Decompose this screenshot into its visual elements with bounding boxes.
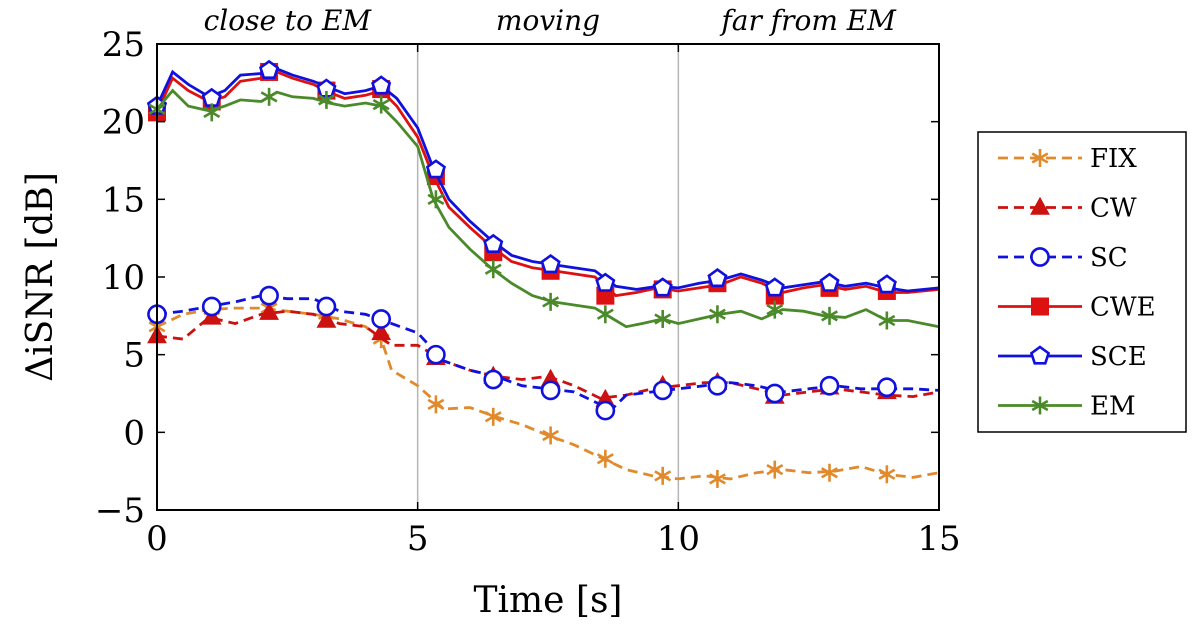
data-point-marker <box>540 253 561 274</box>
data-point-marker <box>876 274 897 294</box>
data-point-marker <box>654 309 672 328</box>
y-tick-label: 20 <box>102 103 145 143</box>
y-tick-label: 5 <box>123 336 145 376</box>
legend-item-em: EM <box>998 392 1136 422</box>
legend-label: EM <box>1090 392 1136 422</box>
data-point-marker <box>708 305 726 324</box>
data-point-marker <box>764 277 785 297</box>
legend: FIX CW SC CWE SCE EM <box>977 131 1187 433</box>
data-point-marker <box>596 305 614 324</box>
x-tick-label: 10 <box>657 519 700 559</box>
region-label: close to EM <box>204 4 373 37</box>
data-point-marker <box>707 375 728 396</box>
data-point-marker <box>708 469 726 488</box>
data-point-marker <box>764 383 785 404</box>
legend-item-sce: SCE <box>998 342 1147 372</box>
y-tick-label: 15 <box>102 180 145 220</box>
data-point-marker <box>371 75 392 95</box>
legend-label: CWE <box>1090 293 1156 323</box>
region-label: far from EM <box>719 4 897 37</box>
legend-item-cw: CW <box>998 194 1137 224</box>
data-point-marker <box>483 369 504 390</box>
data-point-marker <box>596 449 614 468</box>
data-point-marker <box>878 311 896 330</box>
data-point-marker <box>877 377 897 398</box>
data-point-marker <box>821 306 838 325</box>
y-tick-label: 0 <box>123 413 145 453</box>
legend-item-cwe: CWE <box>998 293 1156 323</box>
legend-item-sc: SC <box>998 243 1128 273</box>
y-tick-label: 10 <box>102 258 145 298</box>
y-tick-label: 25 <box>102 25 145 65</box>
legend-box <box>977 131 1187 433</box>
data-point-marker <box>484 260 502 279</box>
y-tick-label: −5 <box>95 491 145 531</box>
legend-item-fix: FIX <box>998 144 1137 174</box>
data-point-marker <box>483 233 504 253</box>
data-point-marker <box>1030 196 1050 215</box>
x-tick-label: 15 <box>917 519 960 559</box>
data-point-marker <box>878 465 896 484</box>
x-axis-title: Time [s] <box>474 580 623 621</box>
data-point-marker <box>707 267 728 288</box>
data-point-marker <box>540 380 561 401</box>
data-point-marker <box>201 87 222 107</box>
data-point-marker <box>766 460 784 479</box>
x-tick-label: 0 <box>146 519 168 559</box>
data-point-marker <box>316 309 337 328</box>
data-point-marker <box>1031 396 1049 415</box>
data-point-marker <box>821 463 838 482</box>
data-point-marker <box>260 87 278 106</box>
x-tick-label: 5 <box>407 519 429 559</box>
data-point-marker <box>652 380 673 401</box>
series-sc <box>147 285 940 421</box>
series-line <box>156 294 940 413</box>
data-point-marker <box>542 426 560 445</box>
grid-lines <box>416 44 680 510</box>
data-point-marker <box>595 272 616 292</box>
data-point-marker <box>259 301 279 320</box>
data-point-marker <box>259 285 279 306</box>
data-point-marker <box>1031 297 1049 316</box>
legend-label: SC <box>1090 243 1128 273</box>
data-point-marker <box>1029 345 1051 365</box>
y-axis-title: ΔiSNR [dB] <box>20 172 61 382</box>
data-point-marker <box>427 395 445 414</box>
data-point-marker <box>371 322 392 341</box>
data-point-marker <box>426 344 446 365</box>
data-point-marker <box>766 300 784 319</box>
series-em <box>148 87 940 330</box>
data-point-marker <box>484 407 502 426</box>
data-point-marker <box>819 272 840 292</box>
data-point-marker <box>1031 149 1049 167</box>
series-layer <box>146 59 940 488</box>
series-line <box>156 306 940 481</box>
data-point-marker <box>258 59 280 79</box>
data-point-marker <box>427 190 445 209</box>
legend-label: FIX <box>1090 144 1137 174</box>
data-point-marker <box>317 90 335 109</box>
data-point-marker <box>203 103 221 122</box>
region-label: moving <box>496 4 600 37</box>
data-point-marker <box>372 95 390 114</box>
data-point-marker <box>1030 247 1050 267</box>
data-point-marker <box>819 375 840 396</box>
data-point-marker <box>425 159 447 179</box>
data-point-marker <box>654 466 672 485</box>
data-point-marker <box>595 400 616 421</box>
data-point-marker <box>201 296 222 317</box>
data-point-marker <box>316 296 337 317</box>
legend-label: CW <box>1090 194 1137 224</box>
data-point-marker <box>542 292 560 311</box>
series-sce <box>146 59 940 297</box>
data-point-marker <box>652 277 673 297</box>
region-labels: close to EM moving far from EM <box>204 4 898 37</box>
legend-label: SCE <box>1090 342 1147 372</box>
data-point-marker <box>371 309 392 329</box>
